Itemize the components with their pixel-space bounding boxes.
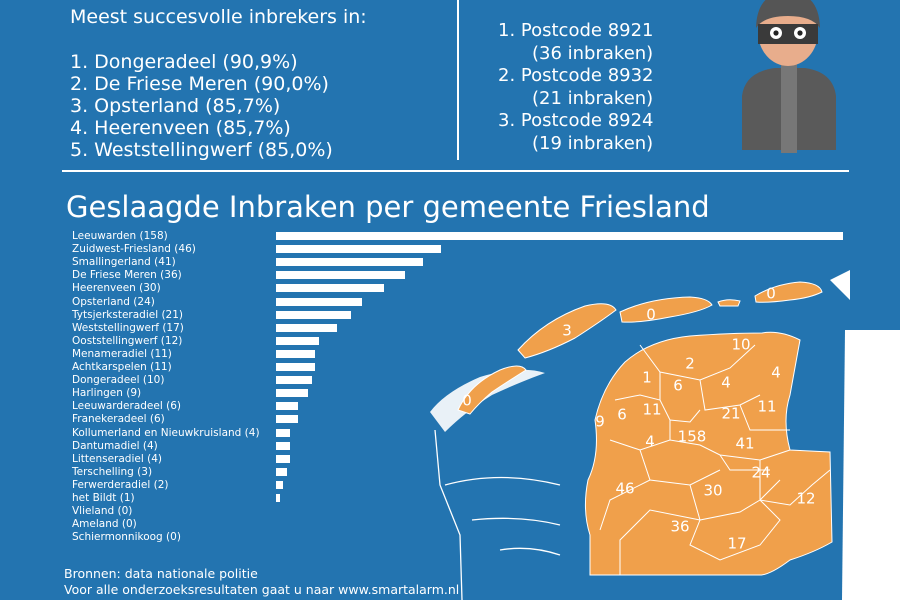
map-value: 3 <box>562 322 572 340</box>
bar <box>276 480 284 489</box>
map-value: 21 <box>721 405 740 423</box>
sources-link-line: Voor alle onderzoeksresultaten gaat u na… <box>64 582 460 597</box>
map-region <box>457 365 527 415</box>
map-value: 4 <box>721 374 731 392</box>
map-value: 41 <box>735 435 754 453</box>
map-value: 1 <box>642 369 652 387</box>
map-region <box>717 299 741 307</box>
top-municipality-list: 1. Dongeradeel (90,9%) 2. De Friese Mere… <box>70 51 333 161</box>
map-value: 6 <box>673 377 683 395</box>
bar-label: Heerenveen (30) <box>72 282 161 295</box>
map-value: 4 <box>771 364 781 382</box>
bar-label: het Bildt (1) <box>72 492 135 504</box>
map-value: 10 <box>731 336 750 354</box>
bar <box>276 349 316 358</box>
map-mainland <box>584 331 833 576</box>
bar-label: Dongeradeel (10) <box>72 374 165 387</box>
bar-label: Ameland (0) <box>72 518 137 531</box>
list-item: 5. Weststellingwerf (85,0%) <box>70 139 333 161</box>
bar <box>276 363 316 371</box>
top-heading: Meest succesvolle inbrekers in: <box>70 6 367 28</box>
map-value: 11 <box>642 401 661 419</box>
map-value: 0 <box>766 285 776 303</box>
bar-label: Leeuwarderadeel (6) <box>72 400 181 413</box>
map-region <box>517 303 617 359</box>
bar-label: Menameradiel (11) <box>72 347 172 360</box>
map-value: 46 <box>615 480 634 498</box>
map-value: 6 <box>617 406 627 424</box>
chart-title: Geslaagde Inbraken per gemeente Frieslan… <box>66 190 710 224</box>
map-region <box>754 281 823 303</box>
bar-label: Schiermonnikoog (0) <box>72 531 181 544</box>
sources-line: Bronnen: data nationale politie <box>64 566 258 581</box>
bar-label: Franekeradeel (6) <box>72 413 165 426</box>
bar <box>276 454 291 463</box>
map-value: 30 <box>703 482 722 500</box>
map-value: 9 <box>595 413 605 431</box>
map-value: 2 <box>685 355 695 373</box>
bar <box>276 310 352 319</box>
map-value: 12 <box>796 490 815 508</box>
postcode-count: (36 inbraken) <box>532 42 654 64</box>
bar-label: Ooststellingwerf (12) <box>72 334 183 347</box>
bar <box>276 271 406 280</box>
bar-label: Harlingen (9) <box>72 387 142 400</box>
bar <box>276 323 337 332</box>
bar-label: Vlieland (0) <box>72 505 133 518</box>
postcode-count: (21 inbraken) <box>532 87 654 109</box>
map-value: 158 <box>678 428 707 446</box>
map-value: 0 <box>646 306 656 324</box>
bar <box>276 258 424 267</box>
bar <box>276 415 298 424</box>
section-divider-vertical <box>457 0 459 160</box>
bar <box>276 441 291 450</box>
section-divider-horizontal <box>62 170 849 172</box>
bar-label: Zuidwest-Friesland (46) <box>72 243 196 256</box>
bar <box>276 232 843 240</box>
bar <box>276 402 298 411</box>
bar-label: Opsterland (24) <box>72 295 155 308</box>
list-item: 3. Opsterland (85,7%) <box>70 95 281 117</box>
postcode-item: 1. Postcode 8921 <box>498 20 654 41</box>
bar-label: Tytsjerksteradiel (21) <box>72 308 184 321</box>
bar <box>276 245 442 254</box>
bar-label: Weststellingwerf (17) <box>72 321 184 334</box>
bar <box>276 428 291 437</box>
map-region <box>619 296 713 323</box>
map-value: 24 <box>751 464 770 482</box>
bar-label: Smallingerland (41) <box>72 256 176 269</box>
bar <box>276 297 363 306</box>
bar-label: De Friese Meren (36) <box>72 269 182 282</box>
bar <box>276 284 384 293</box>
postcode-count: (19 inbraken) <box>532 132 654 154</box>
bar-label: Terschelling (3) <box>72 465 153 478</box>
bar <box>276 376 312 385</box>
list-item: 2. De Friese Meren (90,0%) <box>70 73 329 95</box>
bar-label: Achtkarspelen (11) <box>72 361 172 373</box>
sources-note: Bronnen: data nationale politie Voor all… <box>64 566 459 598</box>
bar <box>276 389 309 398</box>
bar-label: Littenseradiel (4) <box>72 452 162 465</box>
list-item: 4. Heerenveen (85,7%) <box>70 117 291 139</box>
bar-label: Kollumerland en Nieuwkruisland (4) <box>72 426 260 439</box>
postcode-list: 1. Postcode 8921 (36 inbraken) 2. Postco… <box>498 20 654 155</box>
bar <box>276 467 287 476</box>
bar-label: Ferwerderadiel (2) <box>72 478 169 491</box>
map-value: 17 <box>727 535 746 553</box>
bar-label: Leeuwarden (158) <box>72 230 168 242</box>
map-value: 4 <box>645 433 655 451</box>
map-value: 0 <box>462 392 472 410</box>
postcode-item: 3. Postcode 8924 <box>498 110 654 131</box>
bar-label: Dantumadiel (4) <box>72 439 158 452</box>
postcode-item: 2. Postcode 8932 <box>498 65 654 86</box>
bar <box>276 494 280 502</box>
map-value: 11 <box>757 398 776 416</box>
list-item: 1. Dongeradeel (90,9%) <box>70 51 298 73</box>
map-value: 36 <box>670 518 689 536</box>
bar <box>276 336 320 345</box>
